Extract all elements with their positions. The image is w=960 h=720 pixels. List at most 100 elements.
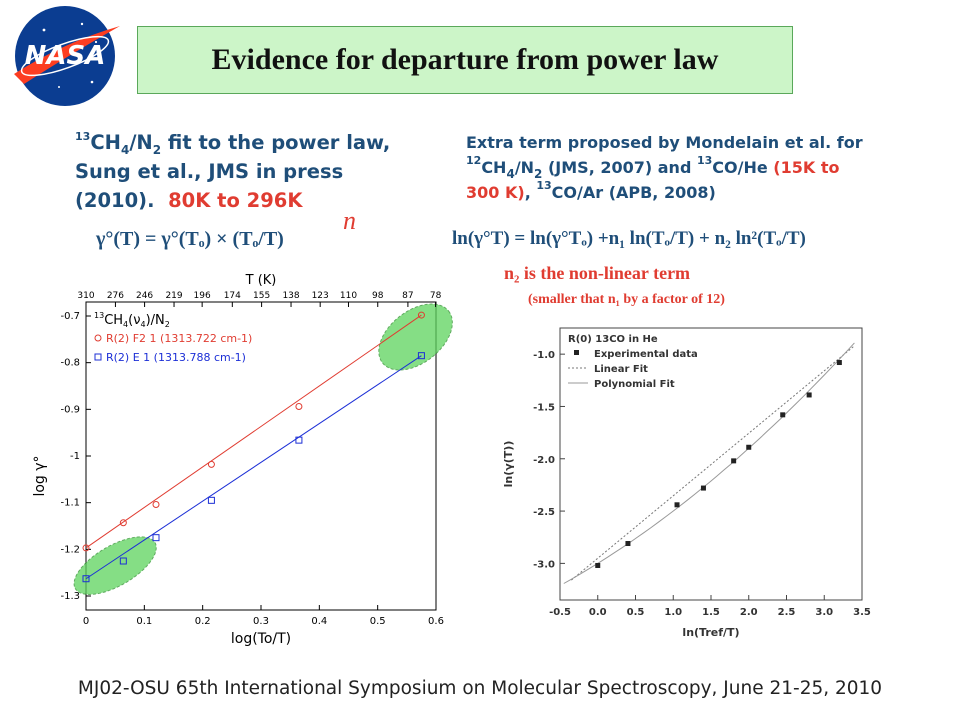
- top-tick-label: 87: [402, 291, 413, 301]
- x-tick-label: -0.5: [549, 607, 571, 618]
- extended-equation: ln(γ°T) = ln(γ°Tₒ) +n₁ ln(Tₒ/T) + n₂ ln²…: [452, 228, 806, 249]
- top-axis-label: T (K): [245, 273, 277, 288]
- x-tick-label: 0.5: [370, 616, 386, 627]
- x-tick-label: 2.0: [740, 607, 758, 618]
- data-point: [595, 562, 601, 568]
- y-tick-label: -2.5: [533, 507, 555, 518]
- legend-label-data: Experimental data: [594, 349, 698, 360]
- series-2-point: [82, 575, 90, 583]
- nonlinear-term-note: n₂ is the non-linear term: [504, 263, 691, 283]
- top-tick-label: 196: [194, 291, 211, 301]
- series-2-point: [295, 436, 303, 444]
- x-tick-label: 0.1: [136, 616, 152, 627]
- highlight-ellipse-top: [378, 303, 453, 371]
- y-tick-label: -1.3: [60, 591, 80, 602]
- y-axis-label: log γ°: [32, 455, 48, 496]
- svg-text:NASA: NASA: [25, 41, 106, 71]
- x-tick-label: 0.4: [311, 616, 327, 627]
- series-2-point: [207, 496, 215, 504]
- data-point: [806, 392, 812, 398]
- top-tick-label: 110: [340, 291, 357, 301]
- x-tick-label: 0.5: [627, 607, 645, 618]
- top-tick-label: 78: [430, 291, 442, 301]
- data-point: [780, 412, 786, 418]
- fit-line-series-1: [85, 314, 422, 549]
- data-point: [674, 502, 680, 508]
- y-tick-label: -0.7: [60, 311, 80, 322]
- x-tick-label: 0.0: [589, 607, 607, 618]
- power-law-equation: γ°(T) = γ°(Tₒ) × (Tₒ/T): [96, 228, 284, 250]
- legend-label-linear: Linear Fit: [594, 364, 648, 375]
- x-tick-label: 3.0: [815, 607, 833, 618]
- y-tick-label: -0.8: [60, 358, 80, 369]
- right-line-1: Extra term proposed by Mondelain et al. …: [466, 133, 863, 152]
- series-2-point: [119, 557, 127, 565]
- series-2-point: [417, 352, 425, 360]
- series-1-point: [152, 501, 160, 509]
- left-line-3: (2010). 80K to 296K: [75, 189, 303, 212]
- x-tick-label: 0.2: [195, 616, 211, 627]
- top-tick-label: 174: [224, 291, 241, 301]
- legend-marker-data: [574, 350, 579, 355]
- linear-fit-line: [571, 345, 855, 581]
- data-point: [836, 360, 842, 366]
- top-tick-label: 138: [282, 291, 299, 301]
- x-tick-label: 1.5: [702, 607, 720, 618]
- x-tick-label: 0.6: [428, 616, 444, 627]
- x-axis-label: ln(Tref/T): [682, 626, 739, 639]
- y-tick-label: -1: [70, 451, 80, 462]
- right-chart: -0.5 0.0 0.5 1.0 1.5 2.0 2.5 3.0 3.5 -1.0 -1.5 -2.0…: [502, 327, 871, 639]
- top-tick-label: 155: [253, 291, 270, 301]
- x-tick-label: 1.0: [664, 607, 682, 618]
- x-tick-label: 0: [83, 616, 89, 627]
- left-line-2: Sung et al., JMS in press: [75, 160, 344, 183]
- x-tick-label: 0.3: [253, 616, 269, 627]
- data-point: [746, 444, 752, 450]
- top-tick-label: 219: [165, 291, 182, 301]
- slide-title-box: Evidence for departure from power law: [137, 26, 793, 94]
- nasa-logo: NASA: [4, 2, 126, 110]
- legend-title: R(0) 13CO in He: [568, 334, 658, 345]
- y-tick-label: -1.1: [60, 498, 80, 509]
- slide-title: Evidence for departure from power law: [211, 43, 719, 76]
- y-tick-label: -1.2: [60, 544, 80, 555]
- right-line-2: 12CH4/N2 (JMS, 2007) and 13CO/He (15K to: [466, 154, 840, 181]
- series-1-point: [295, 403, 303, 411]
- left-chart: 0 0.1 0.2 0.3 0.4 0.5 0.6 -0.7 -0.8 -0.9 -1 -1.1 -1.…: [32, 273, 453, 647]
- y-axis-label: ln(γ(T)): [502, 441, 515, 488]
- power-law-exponent: n: [343, 206, 356, 235]
- y-tick-label: -2.0: [533, 455, 555, 466]
- right-description: Extra term proposed by Mondelain et al. …: [466, 130, 936, 205]
- nonlinear-term-subnote: (smaller that n₁ by a factor of 12): [528, 292, 725, 307]
- y-tick-label: -1.5: [533, 402, 555, 413]
- top-tick-label: 276: [107, 291, 124, 301]
- data-point: [700, 485, 706, 491]
- y-tick-label: -0.9: [60, 404, 80, 415]
- series-1-point: [417, 311, 425, 319]
- top-tick-label: 246: [136, 291, 153, 301]
- data-point: [731, 458, 737, 464]
- data-point: [625, 541, 631, 547]
- x-tick-label: 3.5: [853, 607, 871, 618]
- left-line-1: 13CH4/N2 fit to the power law,: [75, 130, 391, 157]
- y-tick-label: -1.0: [533, 350, 555, 361]
- legend-marker-1: [94, 334, 102, 342]
- left-description: 13CH4/N2 fit to the power law, Sung et a…: [75, 128, 415, 215]
- legend-marker-2: [94, 353, 102, 361]
- y-tick-label: -3.0: [533, 559, 555, 570]
- fit-line-series-2: [85, 355, 422, 580]
- series-1-point: [82, 544, 90, 552]
- x-tick-label: 2.5: [778, 607, 796, 618]
- legend-label-polynomial: Polynomial Fit: [594, 379, 675, 390]
- legend-label-1: R(2) F2 1 (1313.722 cm-1): [106, 332, 252, 345]
- series-1-point: [119, 519, 127, 527]
- top-tick-label: 123: [312, 291, 329, 301]
- right-line-3: 300 K), 13CO/Ar (APB, 2008): [466, 179, 716, 202]
- series-1-point: [207, 460, 215, 468]
- x-axis-label: log(To/T): [231, 631, 291, 647]
- top-tick-label: 310: [77, 291, 94, 301]
- legend-title: 13CH4(ν4)/N2: [94, 311, 170, 329]
- series-2-point: [152, 534, 160, 542]
- legend-label-2: R(2) E 1 (1313.788 cm-1): [106, 351, 246, 364]
- polynomial-fit-line: [563, 342, 855, 584]
